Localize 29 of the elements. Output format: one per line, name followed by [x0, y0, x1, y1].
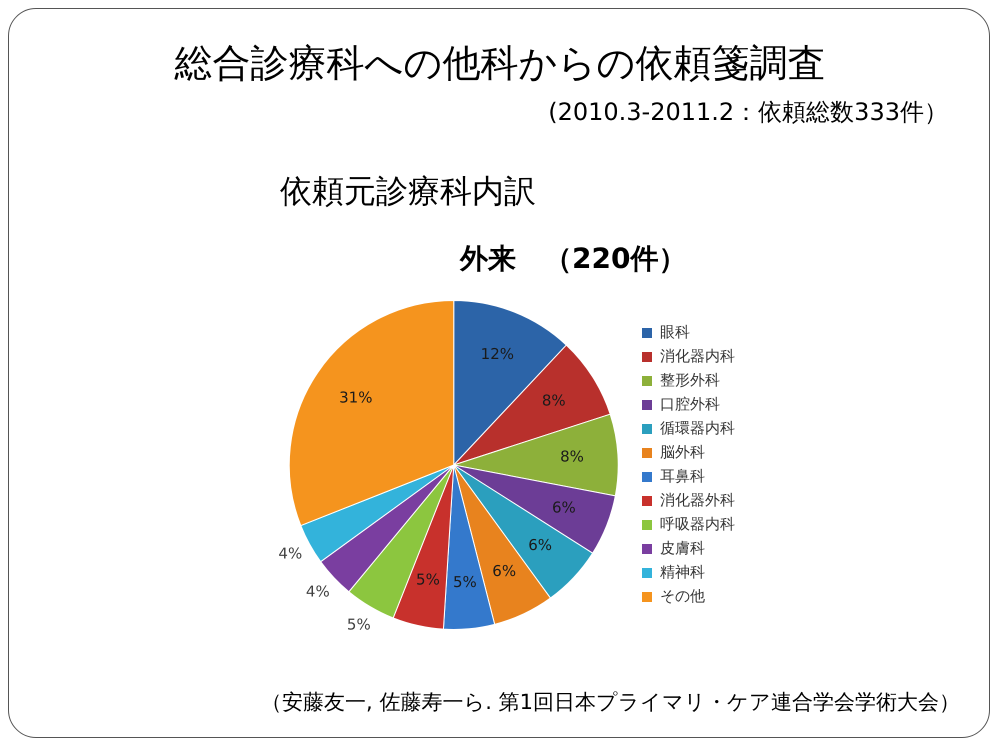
data-label: 4%	[306, 582, 330, 601]
legend-label: 眼科	[660, 322, 690, 341]
data-label: 8%	[560, 447, 584, 466]
data-label: 8%	[542, 391, 566, 410]
text: 外来 （220件）	[460, 241, 686, 277]
legend-label: 皮膚科	[660, 538, 705, 557]
legend-label: 口腔外科	[660, 394, 720, 413]
text: （安藤友一, 佐藤寿一ら. 第1回日本プライマリ・ケア連合学会学術大会）	[260, 689, 960, 716]
data-label: 4%	[278, 544, 302, 563]
legend-label: その他	[660, 586, 705, 605]
text: 依頼元診療科内訳	[280, 171, 536, 212]
legend-label: 消化器内科	[660, 346, 735, 365]
data-label: 5%	[416, 570, 440, 588]
legend-label: 呼吸器内科	[660, 514, 735, 533]
legend-label: 消化器外科	[660, 490, 735, 509]
data-label: 6%	[492, 562, 516, 580]
data-label: 6%	[528, 536, 552, 554]
legend-label: 脳外科	[660, 442, 705, 461]
legend-label: 循環器内科	[660, 418, 735, 437]
data-label: 31%	[339, 388, 372, 406]
chart-title: 総合診療科への他科からの依頼箋調査	[174, 40, 826, 87]
data-label: 6%	[552, 498, 576, 516]
chart-subtitle: (2010.3-2011.2：依頼総数333件）	[548, 97, 948, 128]
legend-label: 整形外科	[660, 370, 720, 389]
legend-label: 耳鼻科	[660, 466, 705, 485]
data-label: 12%	[480, 344, 514, 363]
data-label: 5%	[346, 615, 371, 634]
legend-label: 精神科	[660, 562, 705, 581]
data-label: 5%	[453, 572, 477, 591]
